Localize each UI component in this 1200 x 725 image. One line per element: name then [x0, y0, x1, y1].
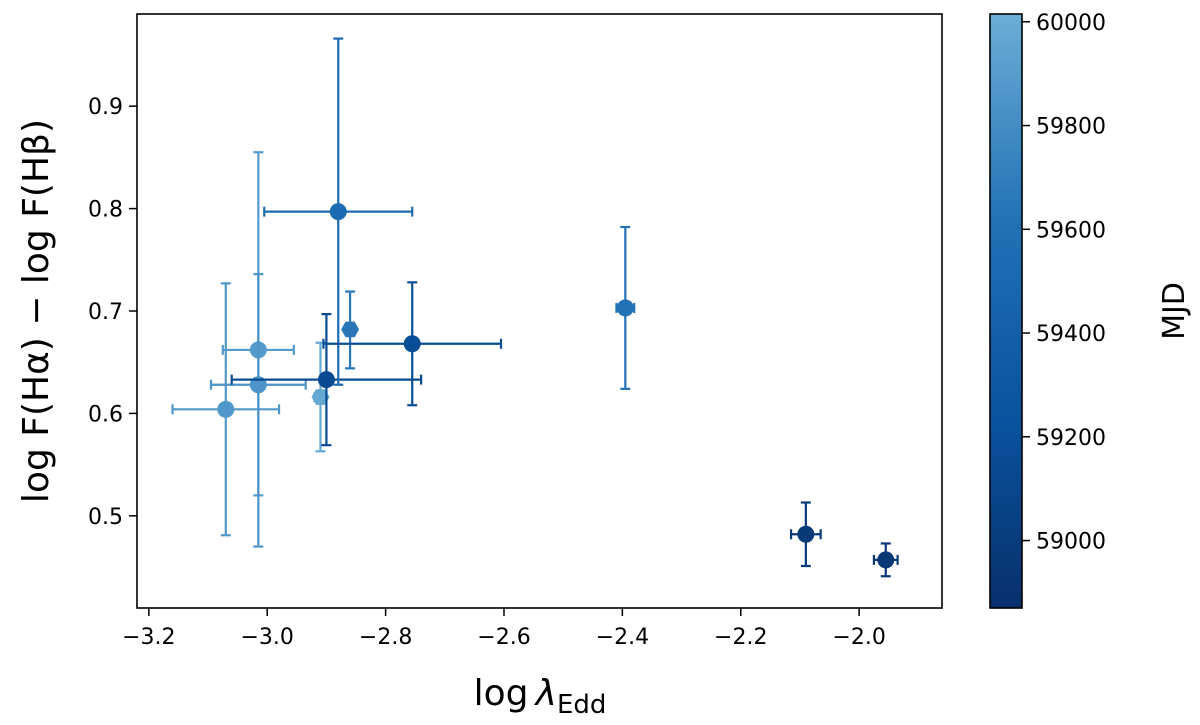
y-axis-label: log F(Hα) − log F(Hβ): [16, 119, 57, 503]
colorbar-label: MJD: [1157, 282, 1192, 340]
data-point: [230, 312, 423, 447]
data-point: [171, 282, 281, 537]
x-tick-label: −2.2: [714, 625, 767, 650]
x-tick-label: −2.6: [477, 625, 530, 650]
x-tick-label: −2.8: [359, 625, 412, 650]
circle-marker: [329, 203, 347, 221]
x-tick-label: −2.4: [596, 625, 649, 650]
colorbar-tick-label: 59000: [1036, 530, 1106, 555]
hexagon-marker: [311, 389, 330, 405]
y-tick-label: 0.9: [88, 95, 123, 120]
x-tick-label: −3.0: [241, 625, 294, 650]
plot-area: [136, 13, 943, 609]
y-tick-label: 0.7: [88, 300, 123, 325]
data-point: [341, 290, 360, 370]
data-point: [872, 542, 899, 578]
circle-marker: [616, 299, 634, 317]
data-point: [789, 501, 822, 568]
circle-marker: [877, 551, 895, 569]
data-point: [311, 341, 330, 453]
y-tick-label: 0.5: [88, 505, 123, 530]
x-axis-label: log λEdd: [474, 673, 607, 720]
data-point: [263, 37, 414, 386]
x-axis: −3.2 −3.0 −2.8 −2.6 −2.4 −2.2 −2.0: [122, 608, 886, 650]
circle-marker: [317, 371, 335, 389]
colorbar-tick-label: 60000: [1036, 11, 1106, 36]
y-axis: 0.5 0.6 0.7 0.8 0.9: [88, 95, 137, 530]
colorbar-tick-label: 59600: [1036, 218, 1106, 243]
colorbar: [989, 13, 1023, 609]
data-point: [615, 225, 636, 390]
colorbar-axis: 59000 59200 59400 59600 59800 60000: [1022, 11, 1106, 555]
hexagon-marker: [341, 321, 360, 338]
x-tick-label: −3.2: [122, 625, 175, 650]
x-tick-label: −2.0: [832, 625, 885, 650]
y-tick-label: 0.6: [88, 402, 123, 427]
circle-marker: [217, 400, 235, 418]
circle-marker: [403, 335, 421, 353]
colorbar-tick-label: 59200: [1036, 426, 1106, 451]
colorbar-tick-label: 59400: [1036, 322, 1106, 347]
colorbar-tick-label: 59800: [1036, 115, 1106, 140]
data-point: [322, 281, 503, 407]
circle-marker: [797, 525, 815, 543]
y-tick-label: 0.8: [88, 198, 123, 223]
data-points: [171, 37, 899, 578]
